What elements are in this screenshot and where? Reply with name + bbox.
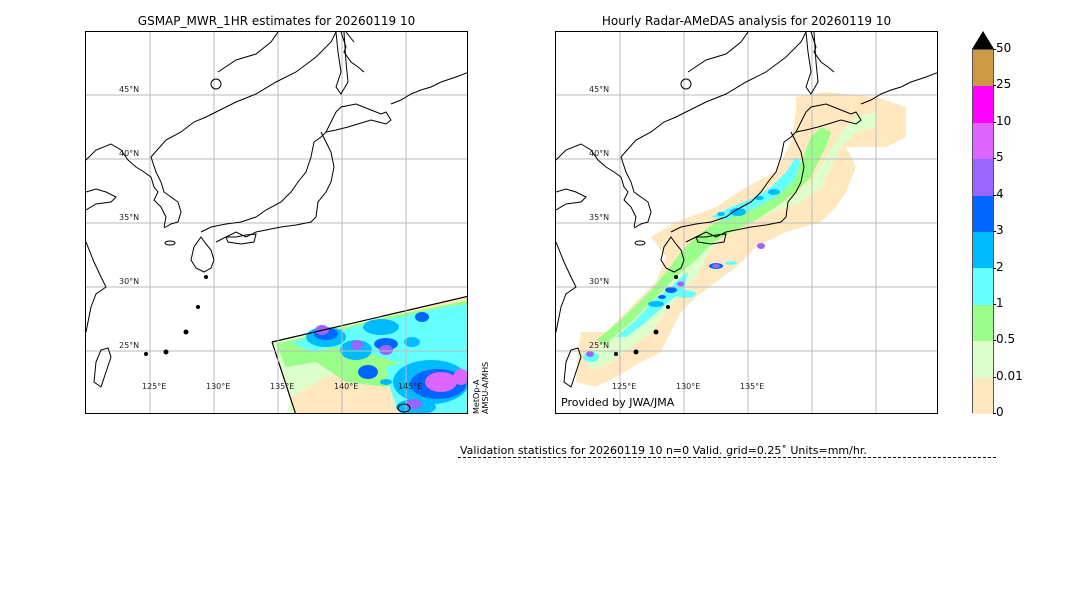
left-lat-label-40: 40°N: [119, 149, 140, 158]
colorbar-seg-25-50: [973, 50, 993, 87]
colorbar-tick-0-5: 0.5: [992, 332, 1016, 346]
colorbar-tick-3: 3: [993, 223, 1004, 237]
satellite-name: MetOp-A: [472, 379, 481, 414]
data-provider-credit: Provided by JWA/JMA: [561, 396, 675, 409]
colorbar-tick-50: 50: [992, 41, 1012, 55]
colorbar-seg-10-25: [973, 86, 993, 123]
right-map-radar-amedas: 45°N 40°N 35°N 30°N 25°N 125°E 130°E 135…: [555, 31, 938, 414]
left-coastlines: [86, 32, 467, 413]
validation-divider: [458, 457, 996, 458]
validation-statistics: Validation statistics for 20260119 10 n=…: [460, 444, 867, 457]
left-lon-label-145: 145°E: [398, 382, 423, 391]
colorbar-extend-arrow: [972, 31, 994, 49]
right-lon-label-135: 135°E: [740, 382, 765, 391]
left-lon-label-130: 130°E: [206, 382, 231, 391]
left-map-gsmap: 45°N 40°N 35°N 30°N 25°N 125°E 130°E 135…: [85, 31, 468, 414]
right-lat-label-35: 35°N: [589, 213, 610, 222]
left-gridlines: [86, 32, 467, 413]
right-lat-label-25: 25°N: [589, 341, 610, 350]
swath-precip: [271, 295, 467, 413]
left-lon-label-125: 125°E: [142, 382, 167, 391]
colorbar-seg-05-1: [973, 304, 993, 342]
right-lat-label-45: 45°N: [589, 85, 610, 94]
colorbar-seg-4-5: [973, 159, 993, 196]
colorbar-tick-5: 5: [993, 150, 1004, 164]
left-lon-label-140: 140°E: [334, 382, 359, 391]
right-map-canvas: [556, 32, 937, 413]
colorbar-seg-2-3: [973, 232, 993, 269]
left-map-canvas: [86, 32, 467, 413]
colorbar-seg-0-001: [973, 377, 993, 414]
left-lat-label-35: 35°N: [119, 213, 140, 222]
left-lon-label-135: 135°E: [270, 382, 295, 391]
colorbar-tick-4: 4: [993, 187, 1004, 201]
colorbar-tick-25: 25: [992, 77, 1012, 91]
colorbar: [972, 49, 994, 414]
left-lat-label-25: 25°N: [119, 341, 140, 350]
right-lat-label-40: 40°N: [589, 149, 610, 158]
colorbar-tick-10: 10: [992, 114, 1012, 128]
right-lat-label-30: 30°N: [589, 277, 610, 286]
colorbar-tick-1: 1: [993, 296, 1004, 310]
radar-precip: [576, 92, 906, 387]
colorbar-tick-0: 0: [993, 405, 1004, 419]
left-lat-label-45: 45°N: [119, 85, 140, 94]
satellite-sensor-label: MetOp-A AMSU-A/MHS: [472, 362, 490, 414]
left-lat-label-30: 30°N: [119, 277, 140, 286]
colorbar-seg-1-2: [973, 268, 993, 305]
colorbar-tick-2: 2: [993, 260, 1004, 274]
colorbar-seg-3-4: [973, 195, 993, 232]
right-gridlines: [556, 32, 937, 413]
right-lon-label-130: 130°E: [676, 382, 701, 391]
sensor-name: AMSU-A/MHS: [481, 361, 490, 414]
right-lon-label-125: 125°E: [612, 382, 637, 391]
colorbar-seg-001-05: [973, 341, 993, 378]
right-coastlines: [556, 32, 937, 388]
right-map-title: Hourly Radar-AMeDAS analysis for 2026011…: [601, 14, 892, 28]
colorbar-seg-5-10: [973, 122, 993, 160]
colorbar-tick-0-01: 0.01: [993, 369, 1023, 383]
left-map-title: GSMAP_MWR_1HR estimates for 20260119 10: [137, 14, 416, 28]
